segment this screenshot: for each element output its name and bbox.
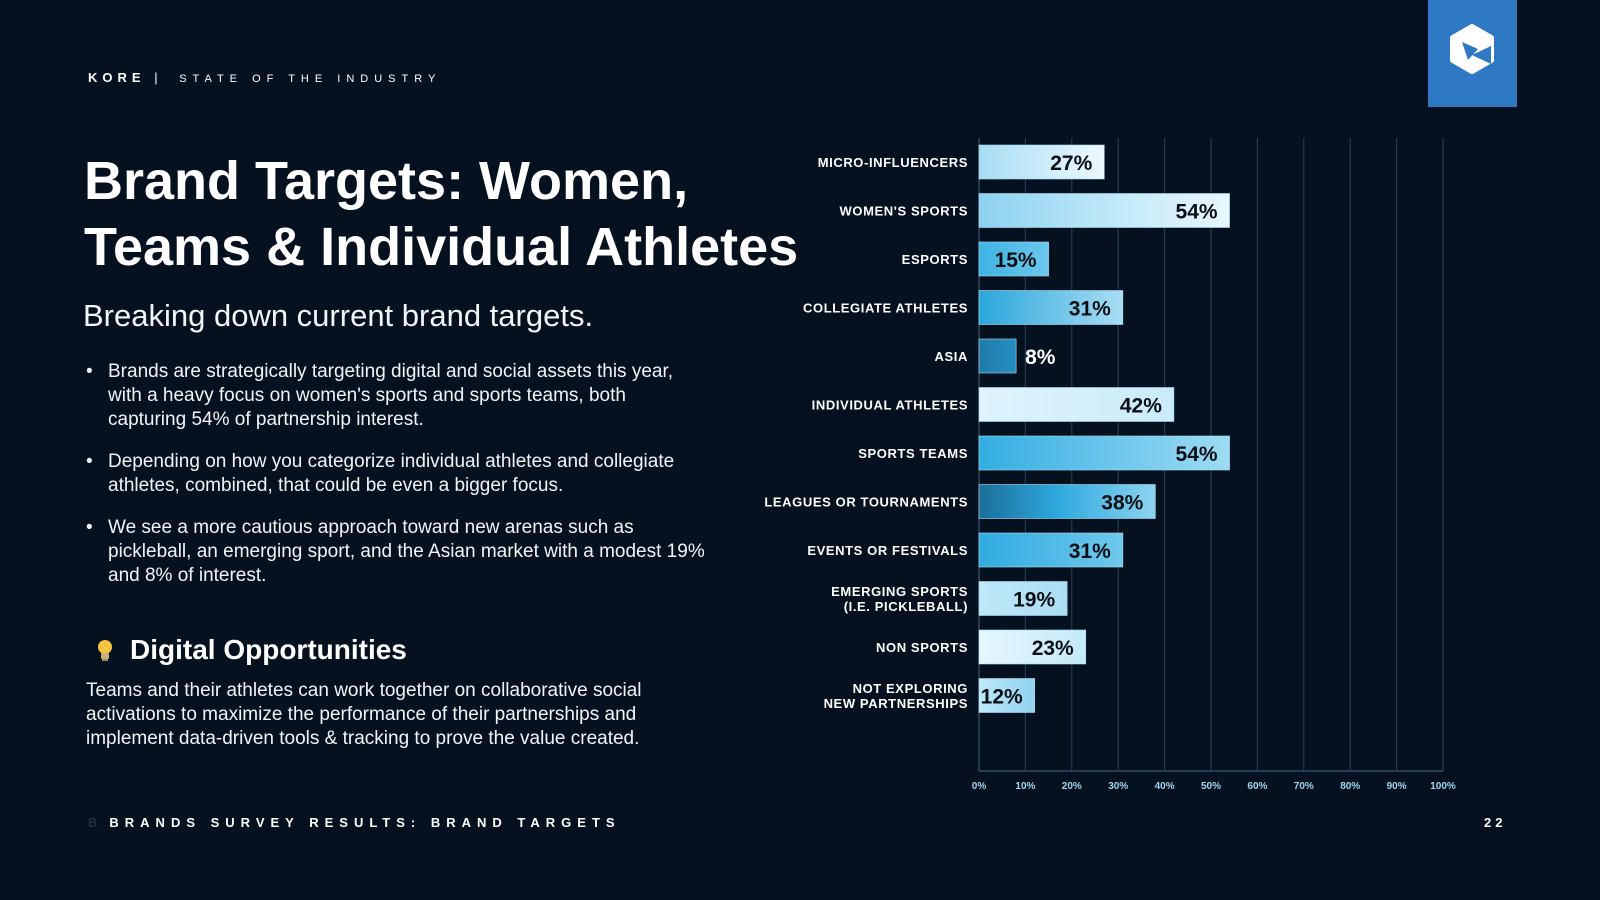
opportunities-heading: Digital Opportunities bbox=[90, 634, 407, 666]
footer-prefix: B bbox=[88, 815, 104, 830]
opportunities-title: Digital Opportunities bbox=[130, 634, 407, 665]
opportunities-body: Teams and their athletes can work togeth… bbox=[86, 680, 642, 749]
footer-label: BRANDS SURVEY RESULTS: BRAND TARGETS bbox=[109, 815, 621, 830]
bar-value-label: 31% bbox=[1069, 540, 1111, 563]
bar-value-label: 12% bbox=[981, 686, 1023, 709]
x-tick-label: 10% bbox=[1015, 781, 1035, 792]
x-tick-label: 70% bbox=[1294, 781, 1314, 792]
chart-labels: 27% MICRO-INFLUENCERS 54% WOMEN'S SPORTS 15%… bbox=[764, 152, 1218, 711]
category-label: WOMEN'S SPORTS bbox=[840, 204, 969, 219]
category-label: NON SPORTS bbox=[876, 640, 968, 655]
x-tick-label: 20% bbox=[1062, 781, 1082, 792]
x-tick-label: 0% bbox=[972, 781, 987, 792]
chart-x-axis: 0% 10% 20% 30% 40% 50% 60% 70% 80% 90% 100% bbox=[972, 781, 1456, 792]
chart-bars bbox=[978, 144, 1230, 713]
category-label: COLLEGIATE ATHLETES bbox=[803, 301, 968, 316]
section-title: STATE OF THE INDUSTRY bbox=[179, 73, 442, 85]
bar-value-label: 54% bbox=[1176, 201, 1218, 224]
category-label: EMERGING SPORTS bbox=[831, 584, 968, 599]
bullet-item: Depending on how you categorize individu… bbox=[86, 450, 706, 498]
category-label: SPORTS TEAMS bbox=[858, 446, 968, 461]
category-label: ESPORTS bbox=[902, 252, 968, 267]
brand-name: KORE bbox=[88, 70, 146, 85]
bar bbox=[978, 338, 1017, 374]
page-number: 22 bbox=[1484, 815, 1507, 830]
header-separator: | bbox=[154, 70, 163, 85]
header: KORE | STATE OF THE INDUSTRY bbox=[88, 70, 441, 85]
x-tick-label: 60% bbox=[1247, 781, 1267, 792]
category-label: LEAGUES OR TOURNAMENTS bbox=[764, 495, 968, 510]
category-label: ASIA bbox=[935, 349, 968, 364]
bar-value-label: 27% bbox=[1050, 152, 1092, 175]
bar-value-label: 8% bbox=[1025, 346, 1056, 369]
category-label: NOT EXPLORING bbox=[853, 681, 968, 696]
bar-value-label: 31% bbox=[1069, 298, 1111, 321]
bar bbox=[978, 484, 1156, 519]
x-tick-label: 30% bbox=[1108, 781, 1128, 792]
bar-value-label: 19% bbox=[1013, 589, 1055, 612]
bar bbox=[978, 290, 1124, 325]
category-label: NEW PARTNERSHIPS bbox=[824, 696, 968, 711]
bar bbox=[978, 629, 1087, 665]
kore-logo bbox=[1428, 0, 1517, 107]
bar bbox=[978, 435, 1230, 471]
bullet-item: We see a more cautious approach toward n… bbox=[86, 516, 706, 588]
x-tick-label: 90% bbox=[1387, 781, 1407, 792]
bar-value-label: 15% bbox=[995, 249, 1037, 272]
bar bbox=[978, 144, 1105, 180]
lightbulb-icon bbox=[98, 640, 112, 661]
category-label: INDIVIDUAL ATHLETES bbox=[812, 398, 968, 413]
x-tick-label: 40% bbox=[1155, 781, 1175, 792]
page-subtitle: Breaking down current brand targets. bbox=[83, 298, 594, 333]
bar bbox=[978, 678, 1035, 713]
bar-value-label: 23% bbox=[1032, 637, 1074, 660]
bullet-list: Brands are strategically targeting digit… bbox=[86, 360, 706, 606]
bar-value-label: 38% bbox=[1101, 492, 1143, 515]
bar-value-label: 54% bbox=[1176, 443, 1218, 466]
x-tick-label: 80% bbox=[1340, 781, 1360, 792]
bar bbox=[978, 581, 1068, 616]
x-tick-label: 50% bbox=[1201, 781, 1221, 792]
bullet-item: Brands are strategically targeting digit… bbox=[86, 360, 706, 432]
bar-value-label: 42% bbox=[1120, 395, 1162, 418]
bar bbox=[978, 193, 1230, 228]
bar bbox=[978, 241, 1049, 277]
category-label: EVENTS OR FESTIVALS bbox=[807, 543, 968, 558]
kore-logo-icon bbox=[1450, 24, 1494, 74]
bar bbox=[978, 387, 1175, 422]
footer: B BRANDS SURVEY RESULTS: BRAND TARGETS bbox=[88, 815, 621, 830]
category-label: (I.E. PICKLEBALL) bbox=[844, 599, 968, 614]
x-tick-label: 100% bbox=[1430, 781, 1456, 792]
page-title: Brand Targets: Women, Teams & Individual… bbox=[84, 151, 799, 277]
bar bbox=[978, 532, 1124, 568]
category-label: MICRO-INFLUENCERS bbox=[818, 155, 968, 170]
